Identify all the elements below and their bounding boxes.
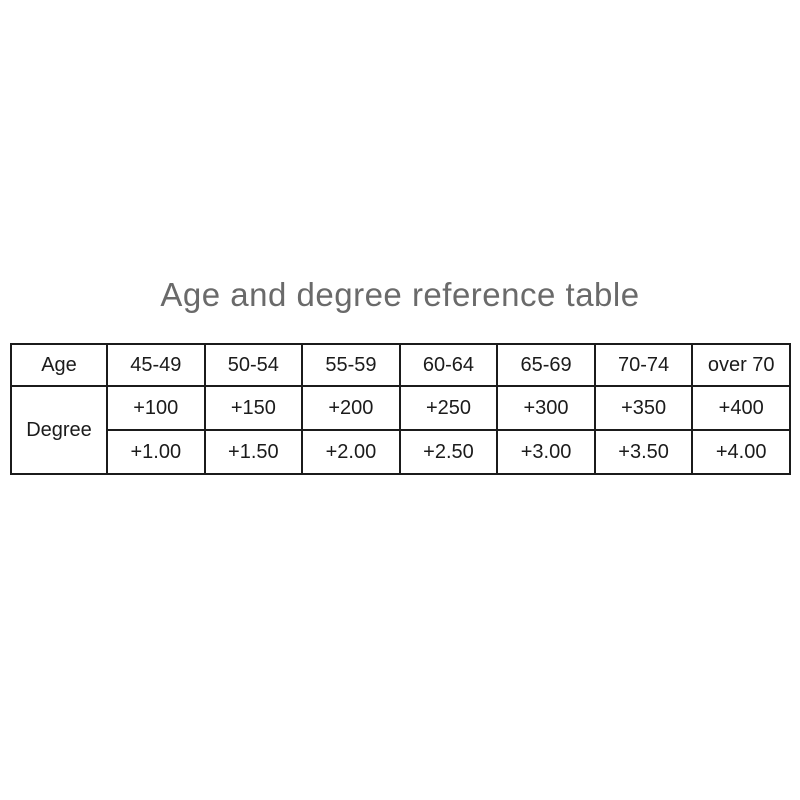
degree-value-cell: +350 bbox=[593, 385, 694, 431]
diopter-value-cell: +3.50 bbox=[593, 429, 694, 475]
diopter-value-cell: +2.00 bbox=[301, 429, 401, 475]
page-title: Age and degree reference table bbox=[160, 276, 640, 313]
degree-value-cell: +300 bbox=[496, 385, 596, 431]
row-header-age: Age bbox=[10, 343, 108, 387]
age-range-cell: 60-64 bbox=[398, 343, 499, 387]
age-degree-reference-table: Age 45-49 50-54 55-59 60-64 65-69 70-74 … bbox=[10, 343, 791, 475]
diopter-value-cell: +1.00 bbox=[106, 429, 206, 475]
age-range-cell: 70-74 bbox=[593, 343, 694, 387]
age-range-cell: 45-49 bbox=[106, 343, 206, 387]
age-range-cell: 55-59 bbox=[301, 343, 401, 387]
degree-value-cell: +200 bbox=[301, 385, 401, 431]
age-range-cell: 50-54 bbox=[203, 343, 304, 387]
degree-value-cell: +400 bbox=[691, 385, 791, 431]
degree-value-cell: +150 bbox=[203, 385, 304, 431]
diopter-value-cell: +1.50 bbox=[203, 429, 304, 475]
row-header-degree: Degree bbox=[10, 385, 108, 475]
diopter-value-cell: +4.00 bbox=[691, 429, 791, 475]
age-range-cell: over 70 bbox=[691, 343, 791, 387]
table-row-age: Age 45-49 50-54 55-59 60-64 65-69 70-74 … bbox=[10, 343, 791, 387]
table-row-diopter: +1.00 +1.50 +2.00 +2.50 +3.00 +3.50 +4.0… bbox=[11, 429, 791, 475]
table-row-degree: Degree +100 +150 +200 +250 +300 +350 +40… bbox=[10, 385, 791, 475]
diopter-value-cell: +3.00 bbox=[496, 429, 596, 475]
age-range-cell: 65-69 bbox=[496, 343, 596, 387]
degree-value-cell: +100 bbox=[106, 385, 206, 431]
degree-value-cell: +250 bbox=[398, 385, 499, 431]
diopter-value-cell: +2.50 bbox=[398, 429, 499, 475]
